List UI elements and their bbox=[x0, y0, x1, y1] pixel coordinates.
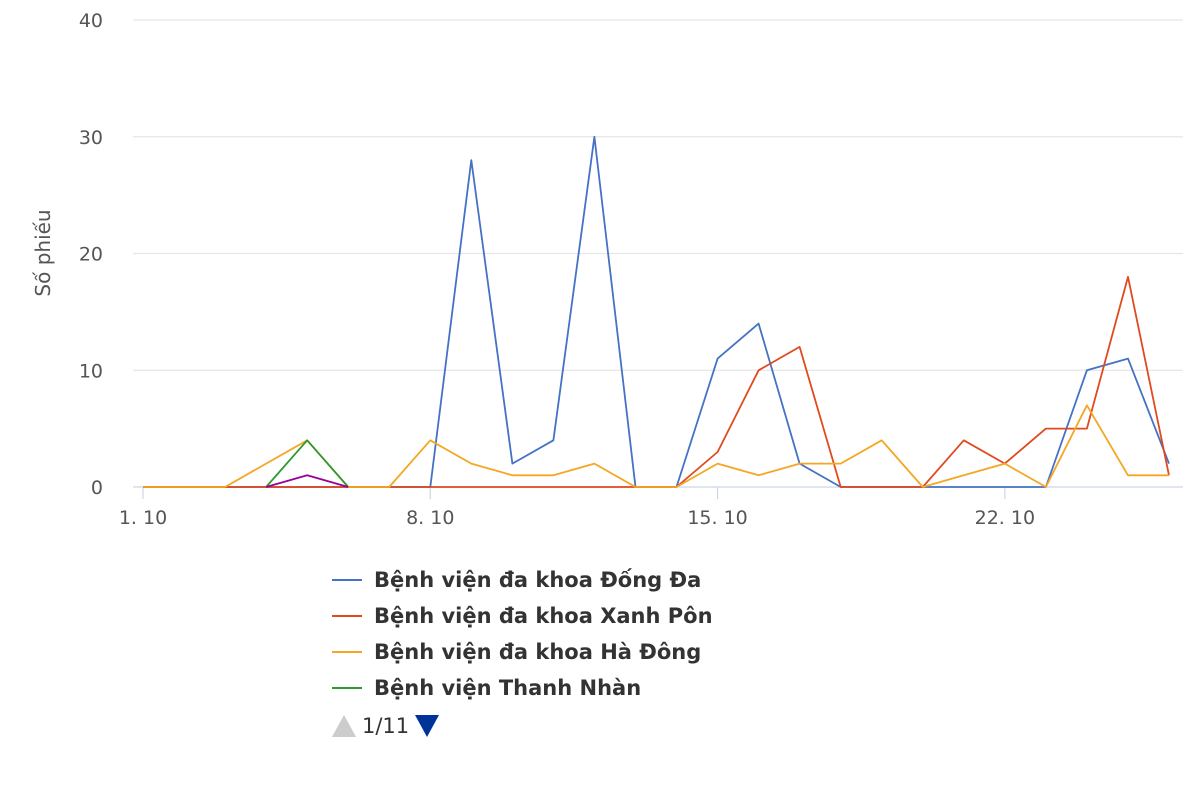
legend-swatch bbox=[332, 687, 362, 689]
y-tick-label: 20 bbox=[79, 244, 103, 266]
y-axis-title: Số phiếu bbox=[31, 209, 55, 296]
y-tick-label: 0 bbox=[91, 477, 103, 499]
series-line-0 bbox=[143, 135, 1170, 488]
y-tick-label: 10 bbox=[79, 360, 103, 382]
y-tick-label: 40 bbox=[79, 10, 103, 32]
grid bbox=[133, 19, 1183, 488]
x-tick-label: 8. 10 bbox=[406, 507, 454, 529]
legend-label: Bệnh viện đa khoa Xanh Pôn bbox=[374, 604, 713, 628]
legend-swatch bbox=[332, 579, 362, 581]
x-axis: 1. 10 8. 10 15. 10 22. 10 bbox=[119, 487, 1035, 529]
series-line-1 bbox=[143, 276, 1170, 488]
series-line-3 bbox=[265, 439, 349, 488]
legend-swatch bbox=[332, 651, 362, 653]
legend-label: Bệnh viện đa khoa Hà Đông bbox=[374, 640, 702, 664]
legend-item-dong-da[interactable]: Bệnh viện đa khoa Đống Đa bbox=[332, 562, 713, 598]
legend-label: Bệnh viện Thanh Nhàn bbox=[374, 676, 642, 700]
x-tick-label: 22. 10 bbox=[975, 507, 1035, 529]
legend-item-xanh-pon[interactable]: Bệnh viện đa khoa Xanh Pôn bbox=[332, 598, 713, 634]
series-line-4 bbox=[265, 474, 349, 488]
pager-up-icon[interactable] bbox=[332, 715, 356, 737]
pager-down-icon[interactable] bbox=[415, 715, 440, 737]
legend-pager: 1/11 bbox=[332, 714, 713, 738]
pager-text: 1/11 bbox=[362, 714, 410, 738]
legend: Bệnh viện đa khoa Đống Đa Bệnh viện đa k… bbox=[332, 562, 713, 738]
y-axis: Số phiếu 0 10 20 30 40 bbox=[31, 10, 103, 499]
y-tick-label: 30 bbox=[79, 127, 103, 149]
series-lines bbox=[143, 135, 1170, 488]
x-tick-label: 1. 10 bbox=[119, 507, 167, 529]
line-chart: Số phiếu 0 10 20 30 40 1. 10 8. 10 15. 10 22. 1… bbox=[31, 10, 1183, 529]
legend-label: Bệnh viện đa khoa Đống Đa bbox=[374, 568, 702, 592]
series-line-2 bbox=[143, 404, 1169, 488]
legend-item-thanh-nhan[interactable]: Bệnh viện Thanh Nhàn bbox=[332, 670, 713, 706]
x-tick-label: 15. 10 bbox=[687, 507, 747, 529]
legend-swatch bbox=[332, 615, 362, 617]
legend-item-ha-dong[interactable]: Bệnh viện đa khoa Hà Đông bbox=[332, 634, 713, 670]
